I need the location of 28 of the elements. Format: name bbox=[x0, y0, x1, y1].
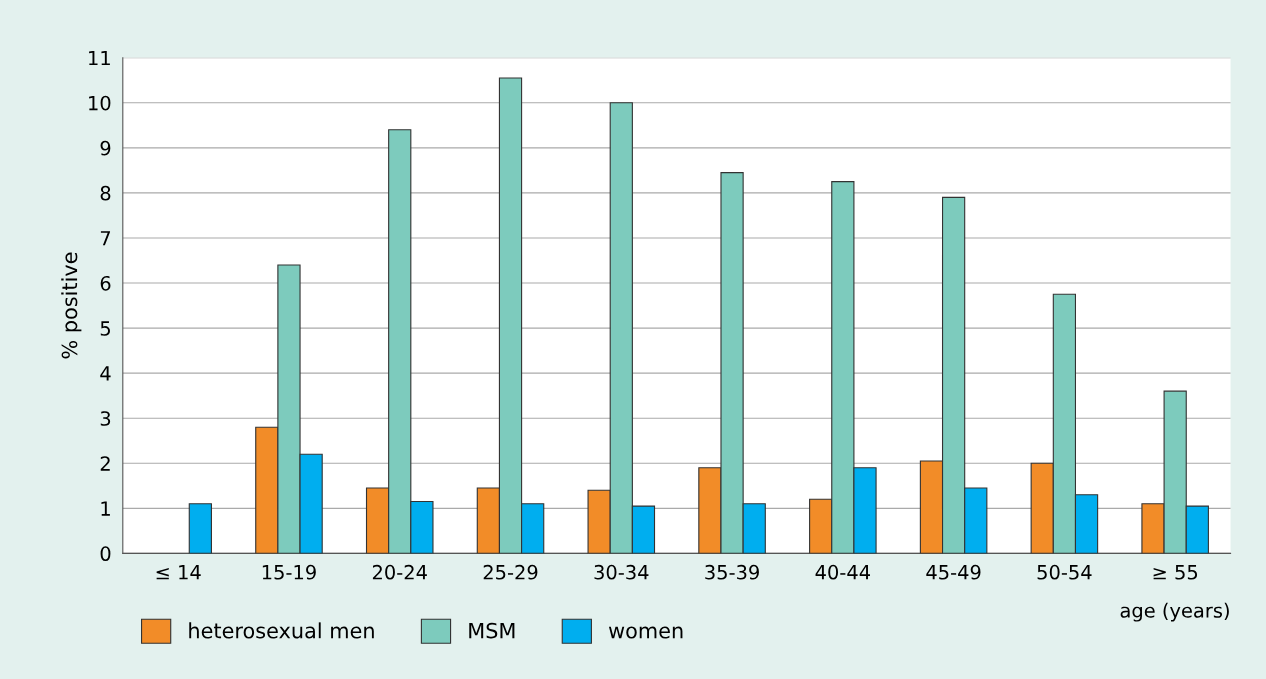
legend-label: women bbox=[608, 626, 683, 639]
x-tick-label: 40-44 bbox=[815, 564, 870, 580]
legend-label: heterosexual men bbox=[189, 622, 374, 639]
x-tick-label: ≥ 55 bbox=[1153, 565, 1198, 580]
y-tick-label: 2 bbox=[100, 456, 110, 471]
x-axis-title: age (years) bbox=[1120, 602, 1229, 622]
x-tick-label: 45-49 bbox=[926, 564, 981, 580]
y-tick-label: 5 bbox=[100, 321, 110, 336]
x-tick-label: 30-34 bbox=[594, 564, 649, 580]
x-tick-label: 50-54 bbox=[1037, 564, 1092, 580]
x-tick-label: 15-19 bbox=[262, 564, 316, 580]
y-tick-label: 4 bbox=[100, 366, 111, 381]
y-tick-label: 11 bbox=[89, 50, 110, 66]
x-tick-label: 35-39 bbox=[705, 564, 759, 580]
y-tick-label: 6 bbox=[100, 275, 111, 291]
y-tick-label: 9 bbox=[100, 140, 111, 156]
legend-label: MSM bbox=[469, 622, 515, 639]
bar bbox=[188, 503, 212, 554]
x-tick-label: 20-24 bbox=[372, 564, 427, 580]
y-axis-title: % positive bbox=[61, 252, 82, 359]
y-tick-label: 0 bbox=[100, 546, 111, 562]
y-tick-label: 7 bbox=[100, 231, 111, 246]
y-tick-label: 8 bbox=[100, 185, 111, 201]
x-tick-label: 25-29 bbox=[483, 564, 538, 580]
y-tick-label: 3 bbox=[100, 411, 111, 426]
x-tick-label: ≤ 14 bbox=[156, 565, 201, 580]
y-tick-label: 1 bbox=[101, 501, 110, 516]
y-tick-label: 10 bbox=[89, 95, 111, 111]
